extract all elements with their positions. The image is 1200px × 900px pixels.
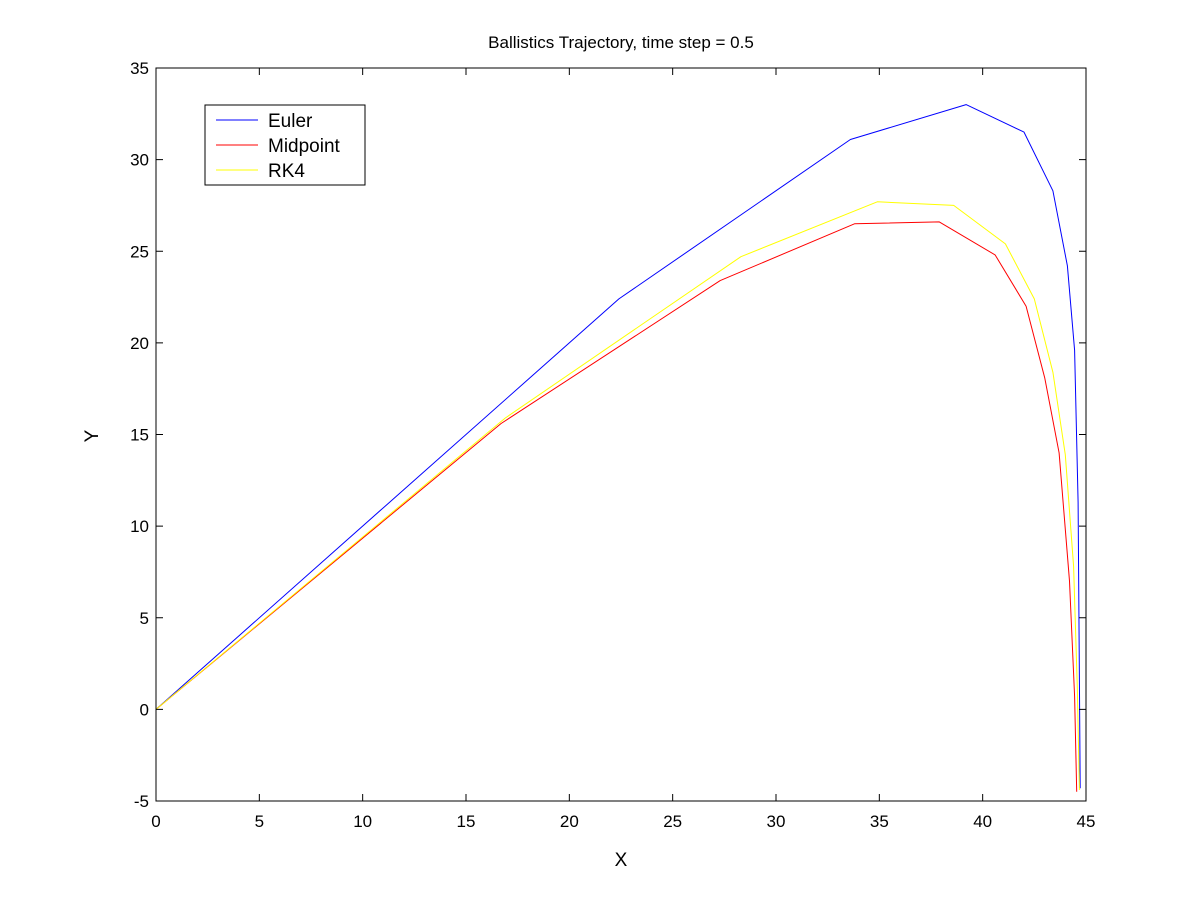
x-tick-label: 10 [353, 812, 372, 831]
y-tick-label: 30 [130, 151, 149, 170]
y-tick-label: 35 [130, 59, 149, 78]
legend-label-euler: Euler [268, 111, 313, 132]
series-line-rk4 [155, 201, 1080, 791]
y-tick-label: 25 [130, 242, 149, 261]
x-tick-label: 45 [1077, 812, 1096, 831]
x-tick-label: 30 [767, 812, 786, 831]
y-axis-label: Y [82, 429, 103, 442]
x-axis-label: X [615, 850, 628, 871]
x-tick-label: 40 [973, 812, 992, 831]
legend: Euler Midpoint RK4 [204, 104, 366, 186]
plot-lines [155, 104, 1081, 792]
legend-label-rk4: RK4 [268, 161, 305, 182]
y-tick-label: 5 [140, 609, 149, 628]
x-axis-ticks: 0 5 10 15 20 25 30 35 40 45 [151, 68, 1095, 831]
x-tick-label: 5 [255, 812, 264, 831]
x-tick-label: 25 [663, 812, 682, 831]
y-tick-label: 20 [130, 334, 149, 353]
y-tick-label: 15 [130, 426, 149, 445]
y-tick-label: -5 [134, 792, 149, 811]
legend-label-midpoint: Midpoint [268, 136, 341, 157]
series-line-euler [155, 104, 1081, 789]
x-tick-label: 35 [870, 812, 889, 831]
x-tick-label: 15 [457, 812, 476, 831]
y-axis-ticks: -5 0 5 10 15 20 25 30 35 [130, 59, 1086, 811]
chart-title: Ballistics Trajectory, time step = 0.5 [488, 33, 754, 52]
series-line-midpoint [155, 221, 1078, 792]
y-tick-label: 0 [140, 700, 149, 719]
x-tick-label: 20 [560, 812, 579, 831]
x-tick-label: 0 [151, 812, 160, 831]
y-tick-label: 10 [130, 517, 149, 536]
